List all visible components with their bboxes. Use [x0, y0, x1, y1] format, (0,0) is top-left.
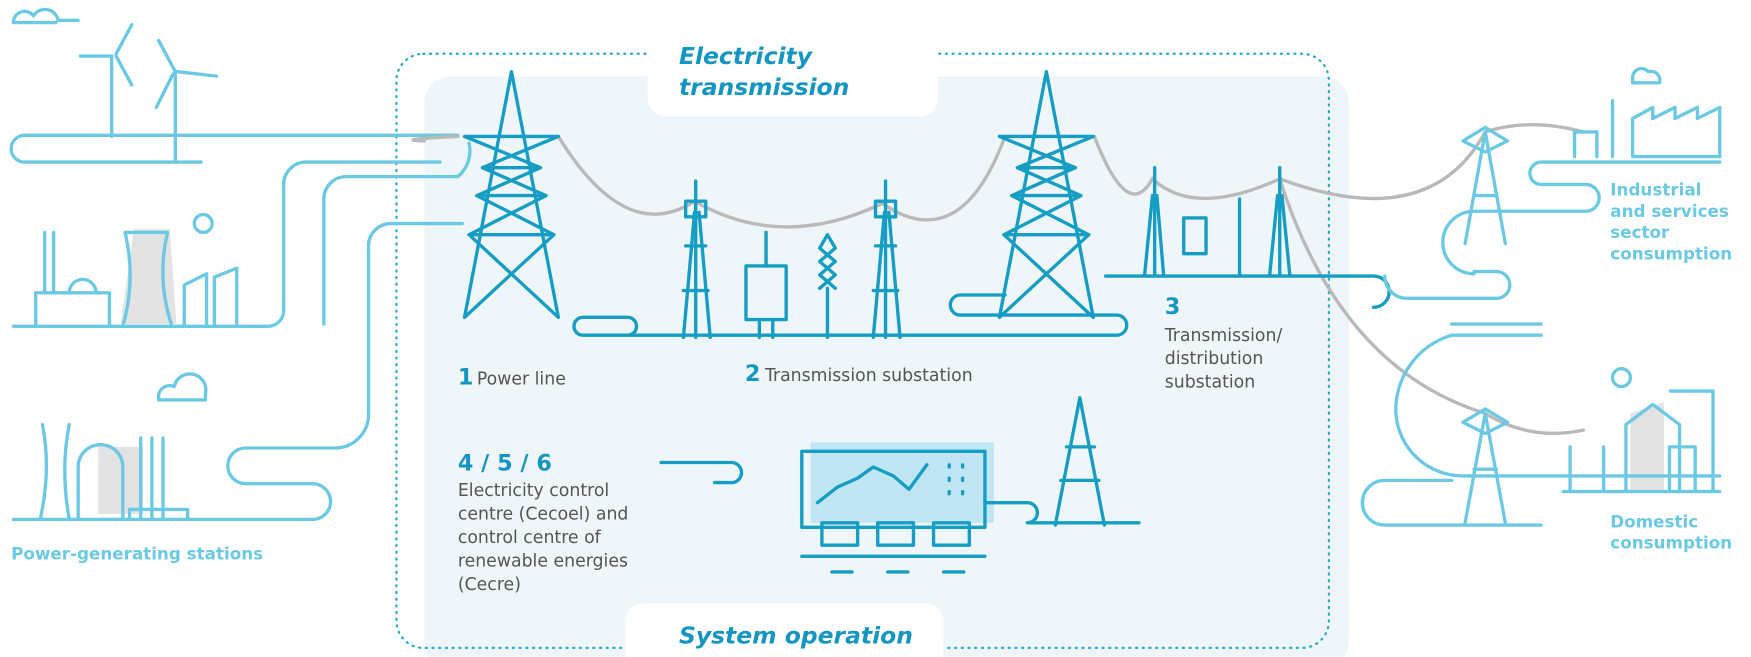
homes — [1362, 335, 1719, 525]
wind-farm — [11, 9, 458, 162]
node-label: Transmission/ — [1164, 326, 1283, 346]
consumer-label: Domestic — [1610, 511, 1698, 531]
title-line: Electricity — [679, 42, 814, 70]
footer-title: System operation — [679, 621, 913, 649]
node-number: 2 — [745, 361, 761, 387]
consumer-label: consumption — [1610, 243, 1732, 263]
power-plant — [13, 143, 470, 326]
node-label: distribution — [1165, 349, 1264, 369]
node-label: renewable energies — [458, 551, 628, 571]
node-number: 4 / 5 / 6 — [458, 450, 552, 476]
node-label: Electricity control — [458, 481, 609, 501]
consumer-label: Industrial — [1610, 180, 1701, 200]
diagram: Power-generating stations Electricity tr… — [0, 0, 1751, 657]
node-label: Power line — [477, 369, 566, 389]
node-number: 3 — [1165, 294, 1181, 320]
sources-label: Power-generating stations — [11, 544, 263, 564]
consumer-label: sector — [1610, 222, 1670, 242]
node-label: Transmission substation — [764, 366, 973, 386]
page: {"header": {"title_lines": ["Electricity… — [0, 0, 1751, 657]
node-label: (Cecre) — [458, 575, 521, 595]
consumer-label: and services — [1610, 201, 1729, 221]
consumer-label: consumption — [1610, 532, 1732, 552]
title-line: transmission — [679, 73, 849, 101]
node-label: substation — [1165, 373, 1255, 393]
node-label: centre (Cecoel) and — [458, 504, 629, 524]
node-number: 1 — [458, 364, 474, 390]
node-label: control centre of — [458, 528, 602, 548]
